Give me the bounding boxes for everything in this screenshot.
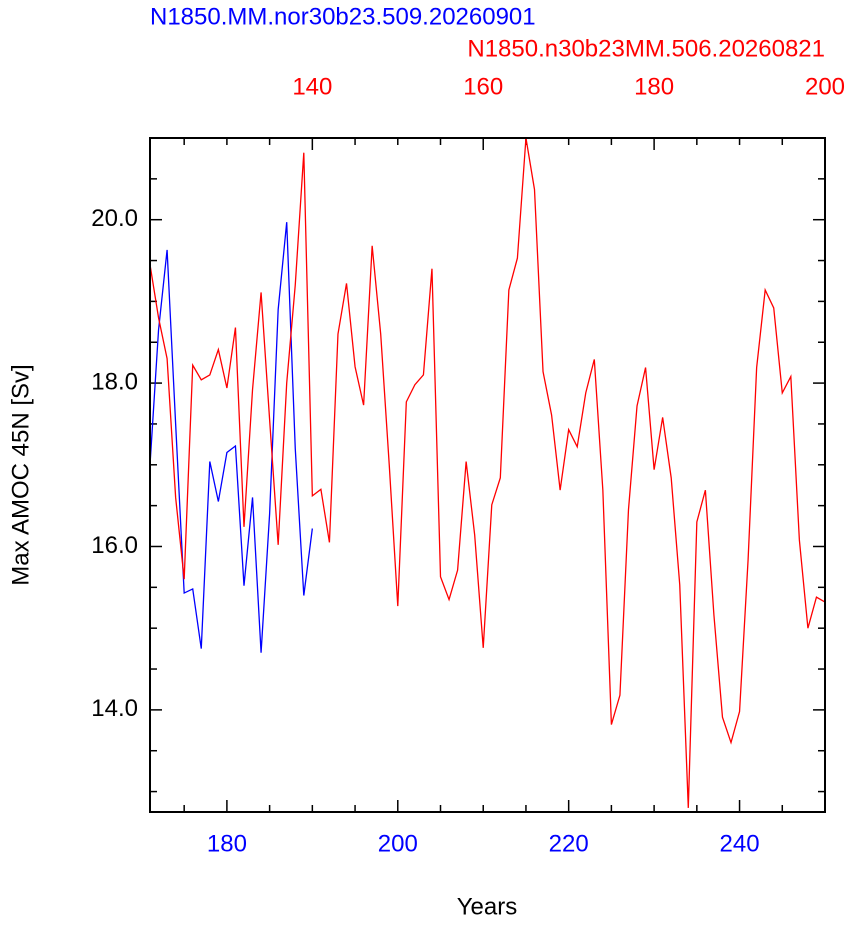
x2-tick-label: 160: [463, 73, 503, 100]
y-tick-label: 16.0: [91, 532, 138, 559]
series-title: N1850.MM.nor30b23.509.20260901: [150, 3, 536, 30]
x2-tick-label: 200: [805, 73, 845, 100]
x2-tick-label: 180: [634, 73, 674, 100]
x-tick-label: 180: [207, 830, 247, 857]
x-tick-label: 240: [720, 830, 760, 857]
series-line: [149, 222, 313, 653]
series-line: [149, 137, 826, 808]
y-tick-label: 20.0: [91, 205, 138, 232]
x-axis-label: Years: [457, 893, 518, 920]
y-axis-label: Max AMOC 45N [Sv]: [7, 364, 34, 585]
x-tick-label: 220: [549, 830, 589, 857]
x-tick-label: 200: [378, 830, 418, 857]
series-title: N1850.n30b23MM.506.20260821: [467, 35, 825, 62]
plot-frame: [149, 137, 826, 813]
y-tick-label: 18.0: [91, 368, 138, 395]
x2-tick-label: 140: [292, 73, 332, 100]
y-tick-label: 14.0: [91, 695, 138, 722]
